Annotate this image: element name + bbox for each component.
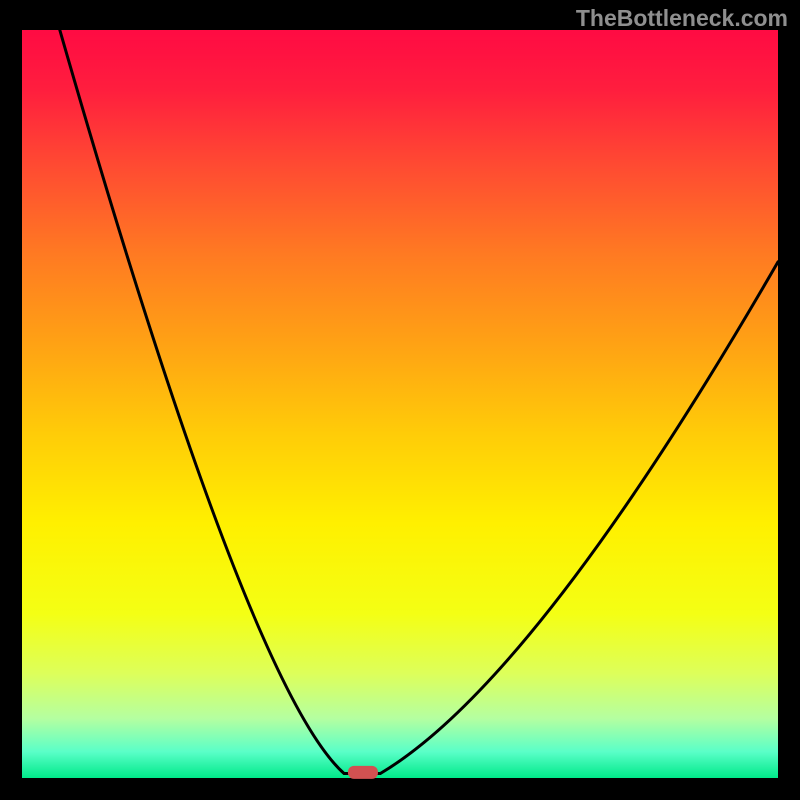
plot-gradient-background [22, 30, 778, 778]
valley-marker-pill [348, 766, 378, 779]
chart-svg [0, 0, 800, 800]
watermark-text: TheBottleneck.com [576, 5, 788, 32]
chart-stage: TheBottleneck.com [0, 0, 800, 800]
